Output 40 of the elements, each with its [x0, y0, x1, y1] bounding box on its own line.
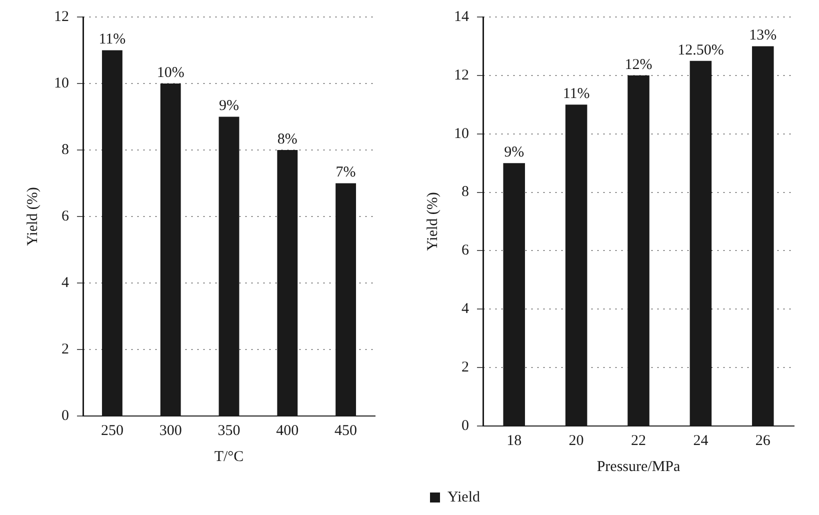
y-tick-label: 0: [62, 408, 69, 424]
y-axis-title: Yield (%): [424, 192, 441, 251]
data-label: 9%: [219, 98, 239, 114]
data-label: 8%: [277, 131, 298, 148]
y-tick-label: 8: [62, 142, 69, 158]
y-tick-label: 6: [462, 242, 470, 259]
x-axis-title: T/°C: [214, 448, 244, 465]
y-tick-label: 0: [462, 418, 469, 434]
x-tick-label: 250: [100, 422, 124, 439]
x-tick-label: 350: [218, 422, 240, 439]
x-tick-label: 450: [334, 422, 358, 439]
y-tick-label: 10: [54, 75, 69, 92]
x-tick-label: 24: [693, 432, 709, 449]
x-tick-label: 20: [568, 432, 584, 449]
y-tick-label: 8: [462, 184, 469, 200]
y-tick-label: 12: [454, 67, 469, 84]
data-label: 12%: [624, 56, 652, 73]
y-tick-label: 4: [462, 301, 470, 318]
data-label: 12.50%: [678, 42, 724, 58]
data-label: 13%: [749, 28, 777, 44]
legend-label: Yield: [448, 489, 480, 506]
data-label: 7%: [336, 164, 356, 181]
x-tick-label: 400: [276, 422, 299, 439]
x-axis-title: Pressure/MPa: [596, 458, 681, 475]
y-tick-label: 14: [454, 8, 470, 25]
y-tick-label: 2: [62, 341, 69, 358]
x-tick-label: 26: [755, 432, 771, 449]
y-tick-label: 12: [54, 8, 69, 25]
data-label: 11%: [562, 86, 590, 102]
x-tick-label: 22: [631, 432, 646, 449]
x-tick-label: 300: [159, 422, 182, 439]
data-label: 9%: [504, 144, 524, 161]
y-axis-title: Yield (%): [24, 187, 41, 246]
data-label: 11%: [98, 32, 126, 48]
y-tick-label: 4: [62, 274, 70, 291]
x-tick-label: 18: [506, 432, 522, 449]
y-tick-label: 6: [62, 208, 70, 224]
y-tick-label: 10: [454, 126, 469, 142]
data-label: 10%: [156, 64, 184, 81]
y-tick-label: 2: [462, 360, 469, 376]
